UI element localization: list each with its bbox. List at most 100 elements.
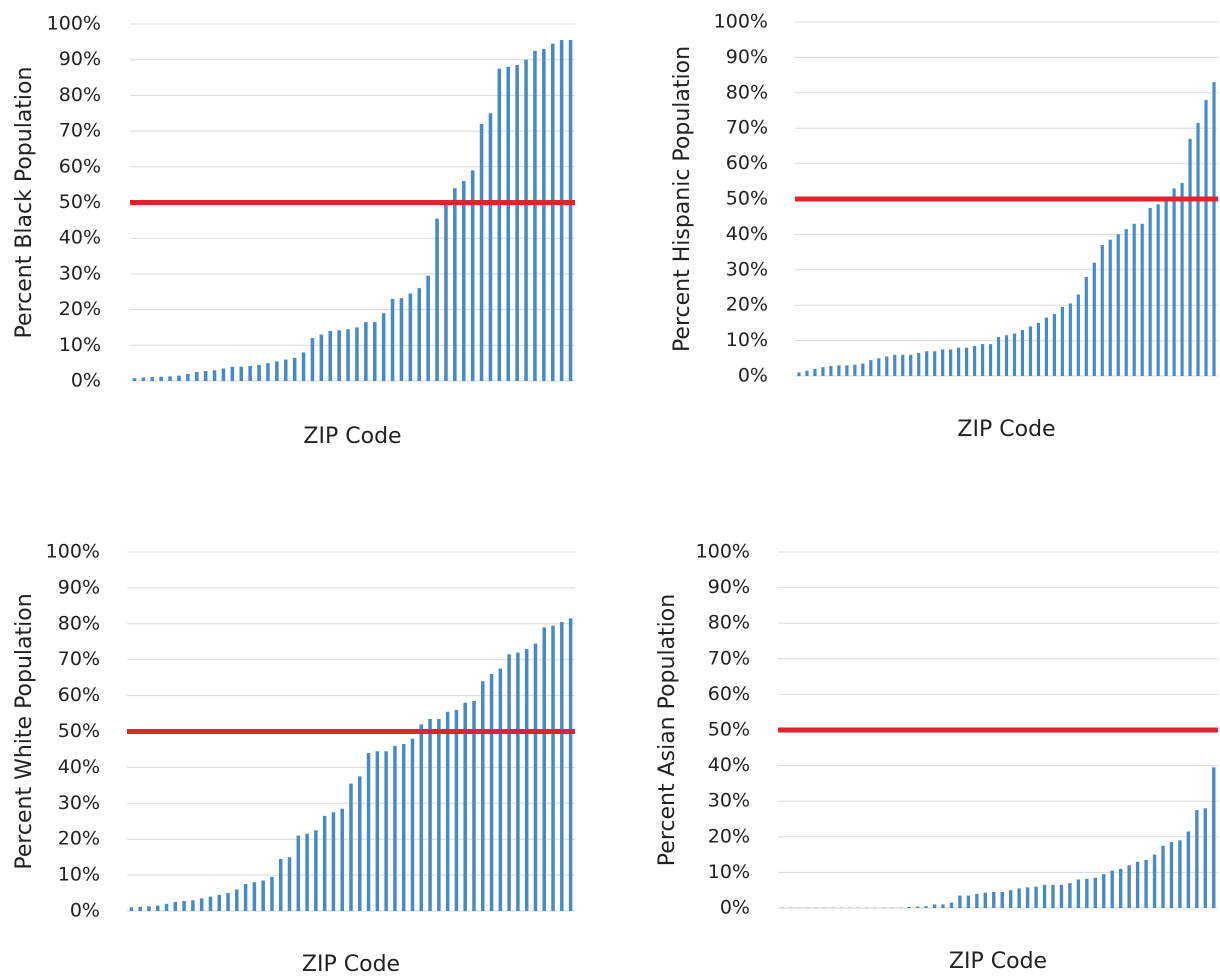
bar [426,275,430,381]
bar [194,372,199,381]
bar [322,815,327,911]
bar [925,351,929,376]
bar [853,364,857,376]
y-tick-label: 40% [726,223,768,245]
y-tick-label: 10% [58,864,100,886]
y-tick-label: 10% [708,861,750,883]
y-tick-label: 90% [58,576,100,598]
bar [1186,831,1191,908]
bar [461,181,466,381]
bar [1196,122,1200,376]
bar [150,377,155,381]
bar [821,367,825,376]
y-tick-label: 20% [59,298,101,320]
bar [1212,82,1216,377]
bar [1212,767,1216,908]
bar [301,352,306,381]
bar [463,702,467,911]
bar [1000,891,1004,908]
bar [472,700,476,911]
y-tick-label: 60% [59,155,101,177]
bar [515,65,519,382]
y-tick-label: 20% [708,825,750,847]
bar [506,66,511,381]
bar [292,357,297,381]
y-tick-label: 30% [59,262,101,284]
y-tick-label: 40% [58,756,100,778]
y-tick-label: 10% [59,334,101,356]
bar [1034,886,1038,908]
bar [410,738,415,911]
bar [924,906,928,908]
bar [915,906,920,908]
bar [1093,877,1097,908]
bar [138,906,142,911]
bar [340,808,344,911]
bar [941,349,945,376]
bar [568,618,573,911]
bar [337,330,341,381]
bar [516,652,520,911]
bar [488,113,493,381]
x-axis-title: ZIP Code [302,952,400,977]
bar [278,858,283,911]
bar [907,906,911,908]
y-tick-label: 70% [58,648,100,670]
y-tick-label: 50% [59,191,101,213]
bar [226,893,230,911]
bar [314,830,318,911]
bar [203,371,208,381]
y-tick-label: 90% [59,48,101,70]
bar [283,359,288,381]
bar [869,360,873,376]
bar [1076,879,1081,908]
bar [992,891,996,908]
y-tick-label: 50% [708,719,750,741]
bar [958,895,962,908]
bar [1068,303,1072,376]
bar [829,366,833,376]
bar [975,893,979,908]
bar [248,366,252,381]
bar [972,345,977,376]
bar [1119,868,1123,908]
y-tick-label: 30% [58,792,100,814]
bar [1051,884,1055,908]
bar [932,904,937,908]
bar [1178,840,1182,908]
bar [1004,335,1009,376]
bar [408,293,413,381]
bar [401,744,406,911]
bar [437,718,441,911]
bar [966,895,971,908]
bar [305,833,309,911]
bar [159,376,163,381]
bar [349,783,353,911]
bar [390,298,395,381]
bar [498,668,503,911]
bar [1172,188,1176,376]
bar [444,202,448,381]
bar [1116,234,1120,376]
bar [949,902,954,908]
bar [1188,138,1192,376]
bar [1028,326,1033,376]
bar [221,368,226,381]
bar [845,365,849,376]
bar [287,857,292,911]
y-tick-label: 0% [70,900,100,922]
bar [1127,865,1131,908]
bar [230,366,235,381]
bar [319,334,324,381]
bar [217,894,221,911]
bar [453,188,457,381]
bar [1060,306,1064,376]
bar [917,352,921,376]
bar [239,366,244,381]
bar [893,354,897,376]
bar [381,313,386,381]
y-tick-label: 80% [726,81,768,103]
bar [901,354,905,376]
bar [964,347,969,376]
y-tick-label: 50% [726,188,768,210]
